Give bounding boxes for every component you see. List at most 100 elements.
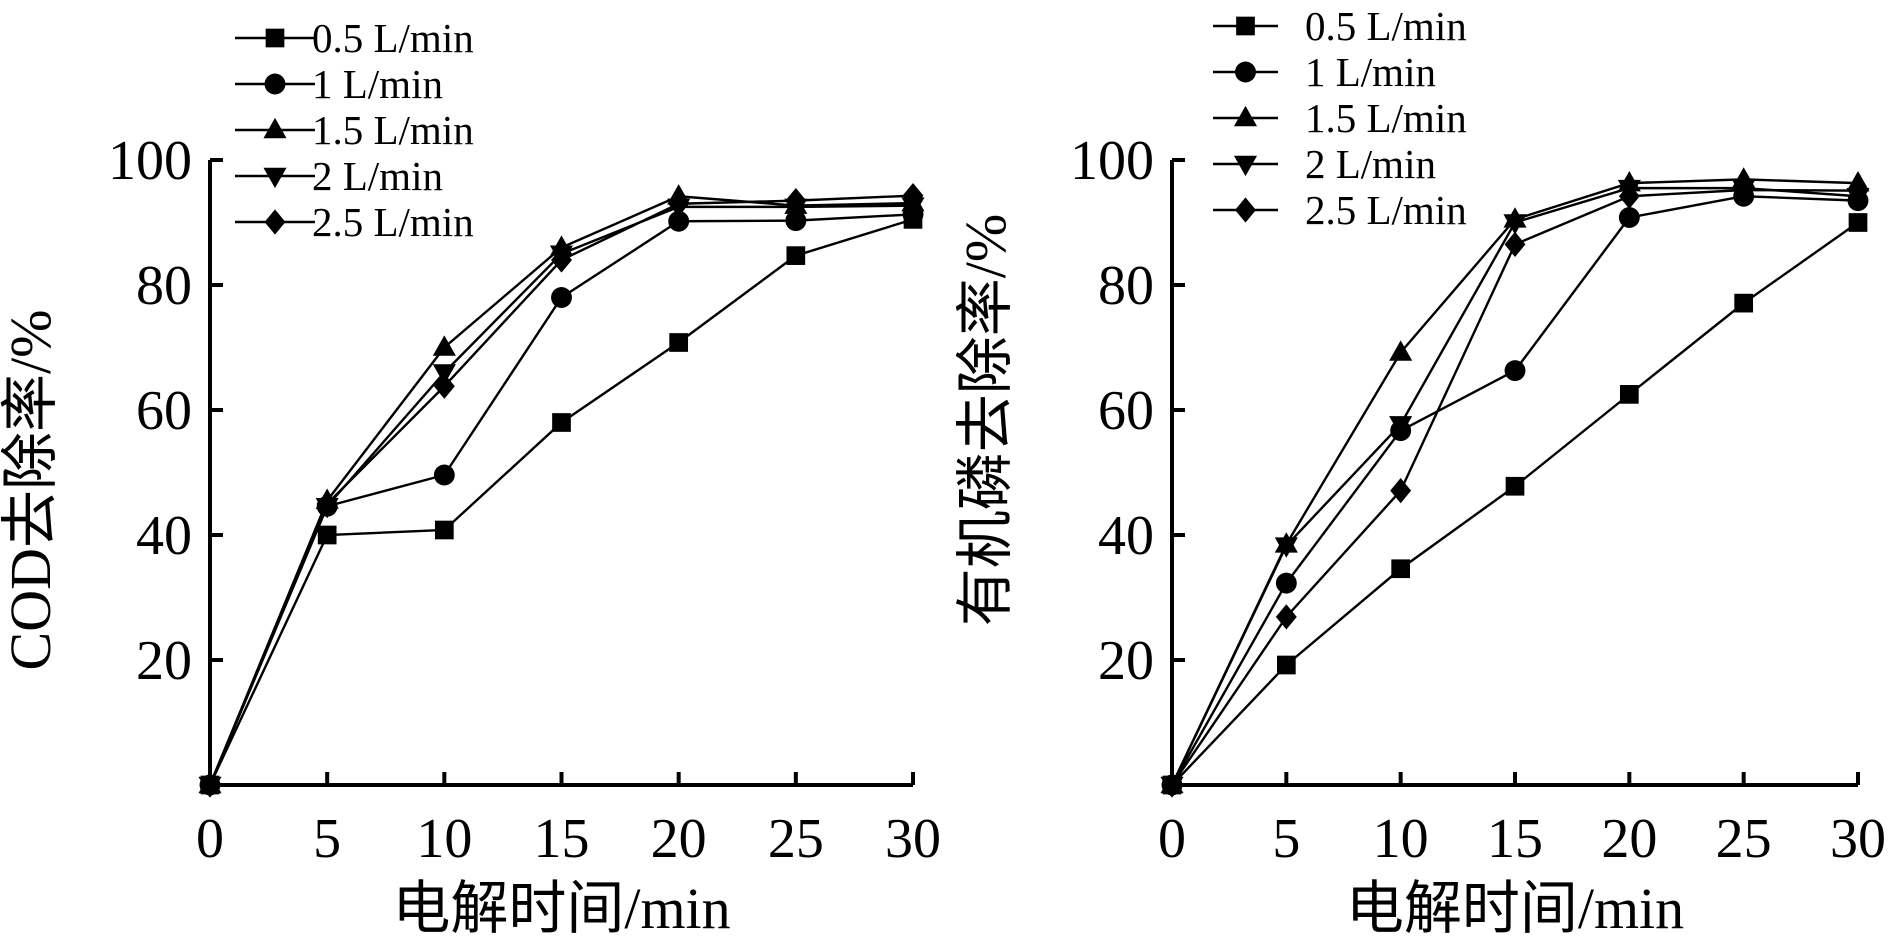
series-line	[1171, 221, 1859, 786]
series-1	[1162, 213, 1868, 795]
x-tick-label: 5	[313, 808, 341, 870]
y-axis-title: COD去除率/%	[0, 310, 63, 671]
y-tick-label: 80	[136, 255, 192, 317]
data-point	[1274, 537, 1298, 558]
data-point	[552, 413, 571, 432]
legend-item: 2.5 L/min	[235, 199, 474, 245]
legend-label: 2.5 L/min	[312, 199, 474, 245]
legend-marker	[263, 167, 287, 189]
legend-marker	[264, 209, 286, 235]
organic-phosphorus-removal-chart: 20 40 60 80 100 0 5 10 15 20 25 30 电解时间/min 有机磷去除率/% 0…	[953, 3, 1886, 941]
x-axis-title: 电解时间/min	[392, 876, 730, 941]
data-point	[1276, 655, 1296, 675]
data-point	[668, 191, 690, 217]
data-point	[551, 287, 572, 308]
series-line	[208, 195, 914, 786]
data-point	[317, 525, 337, 545]
legend-marker	[264, 73, 286, 95]
series-2	[199, 203, 924, 796]
legend-label: 1 L/min	[312, 61, 443, 107]
legend-label: 2.5 L/min	[1305, 187, 1467, 233]
y-tick-label: 60	[1098, 380, 1154, 442]
legend-label: 1 L/min	[1305, 49, 1436, 95]
legend-marker	[1233, 105, 1258, 127]
legend-item: 0.5 L/min	[235, 15, 474, 61]
series-5	[1161, 177, 1869, 798]
data-point	[786, 246, 806, 265]
legend-item: 2 L/min	[1213, 141, 1436, 187]
y-tick-label: 20	[1098, 630, 1154, 692]
x-axis-title: 电解时间/min	[1346, 876, 1684, 941]
x-tick-label: 0	[196, 808, 224, 870]
data-point	[785, 210, 807, 232]
data-point	[1504, 360, 1526, 382]
x-tick-label: 10	[416, 808, 472, 870]
legend-marker	[1235, 61, 1256, 83]
data-point	[1618, 183, 1640, 209]
data-point	[433, 373, 455, 399]
data-point	[1503, 214, 1527, 235]
x-tick-label: 0	[1158, 808, 1186, 870]
y-tick-label: 20	[136, 630, 192, 692]
x-tick-label: 15	[1487, 808, 1543, 870]
data-point	[1391, 559, 1411, 579]
legend-item: 2.5 L/min	[1213, 187, 1467, 233]
series-5	[199, 182, 924, 798]
x-tick-label: 25	[1716, 808, 1772, 870]
x-tick-label: 10	[1373, 808, 1429, 870]
y-tick-label: 40	[1098, 505, 1154, 567]
legend-marker	[1235, 197, 1256, 223]
data-point	[785, 187, 807, 214]
data-point	[316, 491, 338, 517]
data-point	[902, 182, 924, 209]
x-tick-label: 25	[768, 808, 824, 870]
series-line	[208, 194, 914, 786]
data-point	[1389, 340, 1413, 361]
legend-marker	[1236, 16, 1255, 36]
data-point	[1389, 416, 1413, 437]
y-tick-label: 100	[108, 130, 192, 192]
data-point	[1619, 385, 1639, 404]
data-point	[1390, 477, 1412, 504]
y-axis-title: 有机磷去除率/%	[953, 214, 1018, 626]
data-point	[1734, 293, 1754, 313]
legend-marker	[1233, 155, 1258, 177]
x-tick-label: 5	[1272, 808, 1300, 870]
data-point	[432, 335, 456, 356]
data-point	[1275, 604, 1297, 630]
data-point	[1505, 476, 1525, 496]
y-tick-label: 60	[136, 380, 192, 442]
x-tick-label: 30	[885, 808, 941, 870]
data-point	[199, 772, 221, 798]
series-3	[198, 184, 925, 794]
data-point	[1161, 772, 1183, 798]
legend-item: 1.5 L/min	[1213, 95, 1467, 141]
data-point	[434, 520, 454, 540]
data-point	[669, 333, 689, 352]
legend-item: 1 L/min	[1213, 49, 1436, 95]
legend-marker	[265, 28, 285, 48]
y-tick-label: 40	[136, 505, 192, 567]
data-point	[668, 210, 690, 232]
legend-label: 1.5 L/min	[312, 107, 474, 153]
x-tick-label: 30	[1830, 808, 1886, 870]
data-point	[1847, 177, 1869, 204]
data-point	[1275, 572, 1297, 594]
legend-label: 0.5 L/min	[1305, 3, 1467, 49]
legend-label: 2 L/min	[1305, 141, 1436, 187]
y-tick-label: 80	[1098, 255, 1154, 317]
x-tick-label: 15	[534, 808, 590, 870]
data-point	[1618, 207, 1640, 228]
data-point	[433, 464, 455, 486]
legend-item: 1 L/min	[235, 61, 443, 107]
x-tick-label: 20	[1601, 808, 1657, 870]
data-point	[551, 247, 572, 273]
data-point	[1733, 177, 1755, 203]
data-point	[1504, 231, 1526, 258]
y-tick-label: 100	[1070, 130, 1154, 192]
legend-label: 1.5 L/min	[1305, 95, 1467, 141]
legend-item: 1.5 L/min	[235, 107, 474, 153]
